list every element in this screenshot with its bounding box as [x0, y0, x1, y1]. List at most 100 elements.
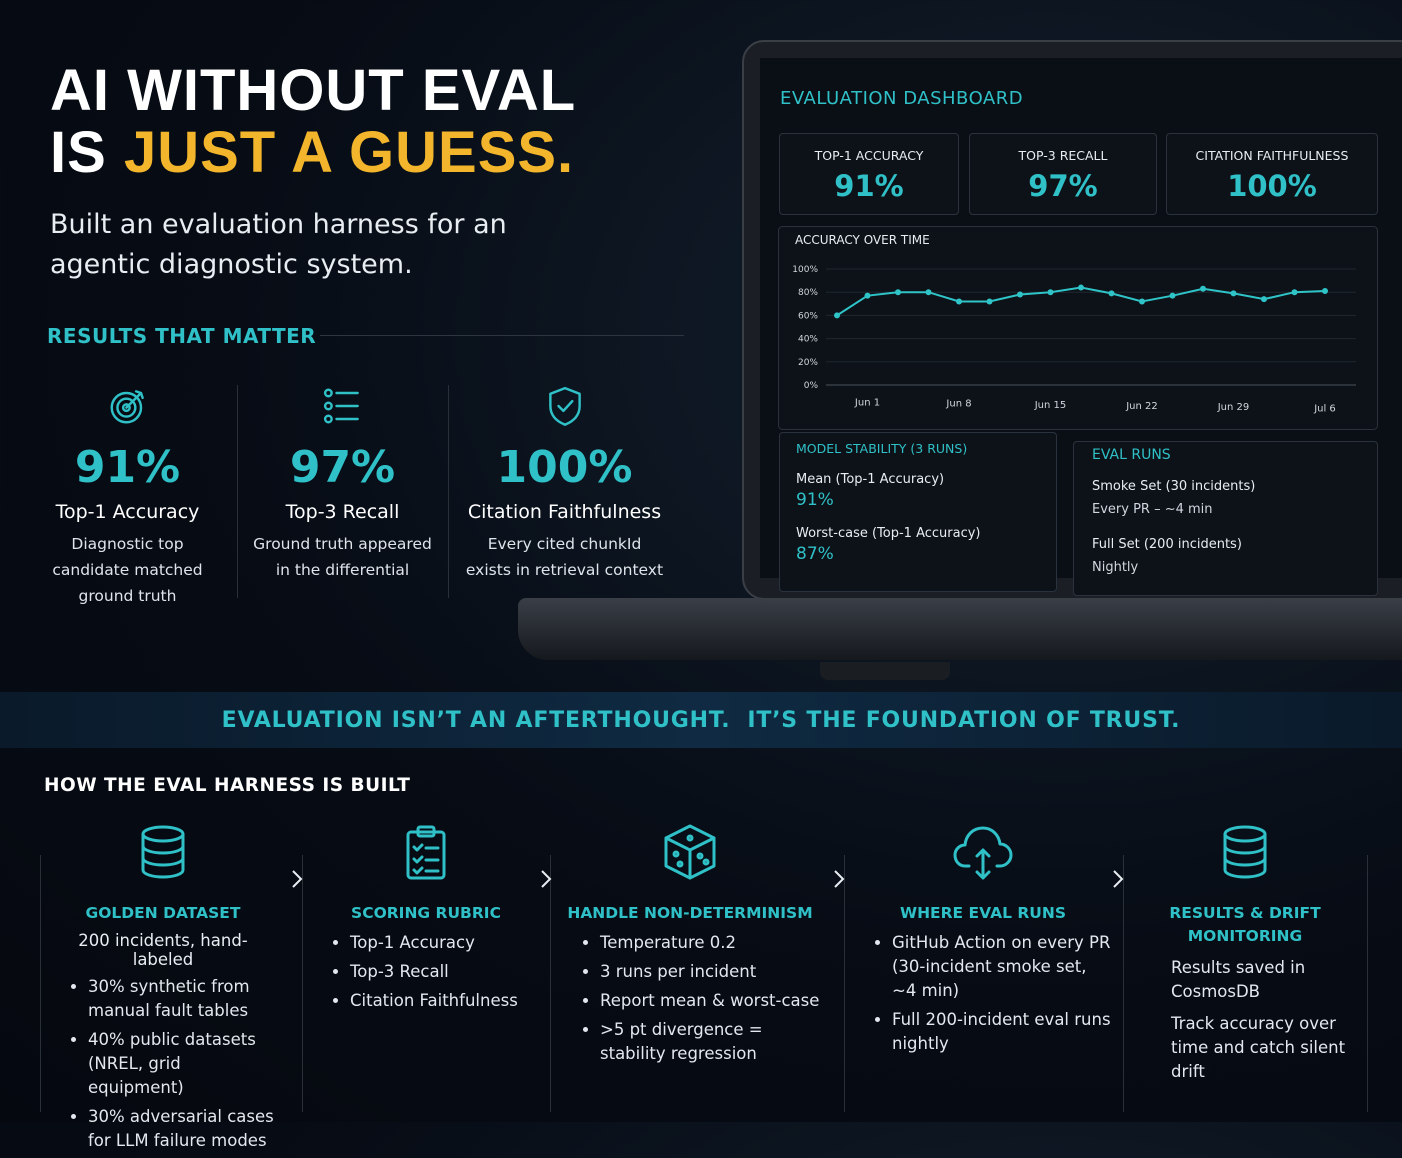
result-description: Every cited chunkId exists in retrieval … — [465, 535, 664, 579]
icon — [664, 824, 716, 880]
step-list: Top-1 Accuracy Top-3 Recall Citation Faith… — [328, 931, 542, 1013]
laptop-base — [518, 598, 1402, 660]
divider — [237, 385, 238, 598]
step-title: RESULTS & DRIFT MONITORING — [1169, 904, 1321, 945]
x-tick-label: Jun 29 — [1217, 402, 1250, 413]
kpi-card: TOP-3 RECALL 97% — [969, 133, 1157, 215]
x-tick-label: Jul 6 — [1313, 403, 1336, 414]
y-tick-label: 20% — [798, 358, 818, 368]
kpi-value: 100% — [1227, 169, 1317, 203]
result-card: 91% Top-1 Accuracy Diagnostic top candidat… — [20, 380, 235, 609]
point — [864, 292, 871, 299]
result-value: 97% — [289, 442, 396, 493]
step-bullet: Report mean & worst-case — [600, 989, 820, 1013]
step-list: GitHub Action on every PR (30-incident s… — [870, 931, 1114, 1056]
step-bullet: >5 pt divergence = stability regression — [600, 1018, 820, 1066]
step-icon — [852, 820, 1114, 884]
kpi-label: TOP-3 RECALL — [1018, 148, 1108, 163]
step-bullet: Full 200-incident eval runs nightly — [892, 1008, 1114, 1056]
point — [1047, 289, 1054, 296]
runs-panel: EVAL RUNS Smoke Set (30 incidents) Every P… — [1073, 441, 1378, 596]
panel-title: EVAL RUNS — [1092, 447, 1171, 463]
title-line: IS JUST A GUESS. — [50, 122, 576, 184]
step-body: 200 incidents, hand-labeled 30% synthetic… — [48, 931, 278, 1153]
step-icon — [310, 820, 542, 884]
chevron-icon — [541, 870, 552, 888]
chart-panel — [778, 226, 1378, 430]
divider — [550, 855, 551, 1112]
title-prefix: IS — [50, 120, 107, 185]
chevron — [288, 868, 306, 894]
step: GOLDEN DATASET 200 incidents, hand-labele… — [48, 820, 278, 1158]
point — [1078, 284, 1084, 291]
stat-label: Worst-case (Top-1 Accuracy) — [796, 526, 981, 541]
laptop-foot — [820, 662, 950, 680]
title-highlight: JUST A GUESS. — [123, 120, 575, 185]
result-icon — [237, 380, 448, 432]
step-bullet: Citation Faithfulness — [350, 989, 542, 1013]
step-paragraph: Results saved in CosmosDB — [1171, 958, 1306, 1001]
stat-value: 87% — [796, 544, 834, 564]
step-bullet: GitHub Action on every PR (30-incident s… — [892, 931, 1114, 1003]
result-description: Ground truth appeared in the differentia… — [253, 535, 432, 579]
banner-text: EVALUATION ISN’T AN AFTERTHOUGHT. IT’S T… — [221, 708, 1181, 733]
kpi-label: CITATION FAITHFULNESS — [1195, 148, 1349, 163]
point — [986, 298, 993, 305]
result-value: 100% — [496, 442, 633, 493]
result-value: 91% — [74, 442, 181, 493]
step: WHERE EVAL RUNS GitHub Action on every PR… — [852, 820, 1114, 1061]
run-label: Smoke Set (30 incidents) — [1092, 479, 1256, 494]
icon — [110, 390, 144, 424]
divider — [1367, 855, 1368, 1112]
title-line: AI WITHOUT EVAL — [50, 58, 577, 123]
point — [1169, 292, 1176, 299]
y-tick-label: 80% — [798, 288, 818, 298]
result-label: Top-1 Accuracy — [55, 501, 200, 523]
line-chart: ACCURACY OVER TIME 0% 20% 40% 60% 80% 100% Jun… — [778, 226, 1378, 430]
result-card: 97% Top-3 Recall Ground truth appeared in … — [237, 380, 448, 583]
step-icon — [1131, 820, 1359, 884]
point — [1291, 289, 1298, 296]
step-body: Temperature 0.2 3 runs per incident Report… — [560, 931, 820, 1066]
step-title: GOLDEN DATASET — [85, 904, 241, 922]
point — [1139, 298, 1145, 305]
panel-title: MODEL STABILITY (3 RUNS) — [796, 441, 968, 456]
run-detail: Every PR – ~4 min — [1092, 502, 1213, 517]
x-tick-label: Jun 1 — [854, 397, 880, 408]
page: AI WITHOUT EVAL IS JUST A GUESS. Built a… — [0, 0, 1402, 1122]
step-body: GitHub Action on every PR (30-incident s… — [852, 931, 1114, 1056]
step: HANDLE NON-DETERMINISM Temperature 0.2 3 r… — [560, 820, 820, 1071]
step-bullet: Top-3 Recall — [350, 960, 542, 984]
point — [1261, 296, 1267, 303]
subtitle: Built an evaluation harness for an agent… — [50, 209, 507, 280]
point — [925, 289, 932, 296]
y-tick-label: 60% — [798, 311, 818, 321]
result-card: 100% Citation Faithfulness Every cited chu… — [449, 380, 680, 583]
step-bullet: 30% synthetic from manual fault tables — [88, 975, 278, 1023]
kpi-value: 97% — [1028, 169, 1098, 203]
result-label: Citation Faithfulness — [467, 501, 662, 523]
headline: AI WITHOUT EVAL IS JUST A GUESS. — [50, 60, 576, 184]
divider — [40, 855, 41, 1112]
step-title: SCORING RUBRIC — [351, 904, 501, 922]
step: RESULTS & DRIFT MONITORING Results saved … — [1131, 820, 1359, 1084]
point — [1230, 290, 1237, 297]
step-title: WHERE EVAL RUNS — [899, 904, 1067, 922]
step-body: Top-1 Accuracy Top-3 Recall Citation Faith… — [310, 931, 542, 1013]
result-icon — [20, 380, 235, 432]
chevron — [1109, 868, 1127, 894]
icon — [141, 825, 185, 879]
x-tick-label: Jun 22 — [1125, 401, 1158, 412]
chevron-icon — [1113, 870, 1124, 888]
divider — [844, 855, 845, 1112]
icon — [323, 388, 359, 424]
y-tick-label: 100% — [792, 265, 818, 275]
step-bullet: Temperature 0.2 — [600, 931, 820, 955]
run-label: Full Set (200 incidents) — [1092, 537, 1242, 552]
step-icon — [48, 820, 278, 884]
step-list: Temperature 0.2 3 runs per incident Report… — [578, 931, 820, 1066]
step-bullet: 3 runs per incident — [600, 960, 820, 984]
step-bullet: 40% public datasets (NREL, grid equipmen… — [88, 1028, 278, 1100]
x-tick-label: Jun 15 — [1034, 400, 1067, 411]
run-detail: Nightly — [1092, 560, 1139, 575]
